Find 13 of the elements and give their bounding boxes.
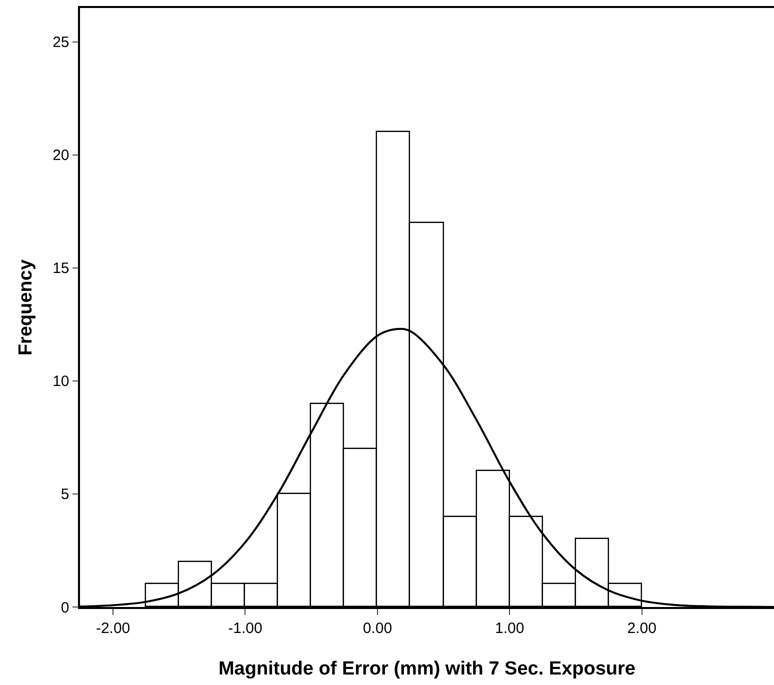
y-tick-label: 0	[60, 599, 70, 616]
x-axis-title: Magnitude of Error (mm) with 7 Sec. Exposure	[218, 658, 636, 680]
x-tick-label: 1.00	[495, 620, 524, 637]
x-tick-label: 0.00	[362, 620, 392, 637]
y-axis-title: Frequency	[16, 259, 36, 356]
y-tick-label: 10	[52, 373, 70, 390]
y-tick-label: 5	[60, 486, 70, 504]
x-tick-label: -1.00	[228, 620, 262, 637]
y-tick-label: 20	[52, 147, 70, 164]
y-tick-label: 25	[52, 34, 70, 52]
y-tick-label: 15	[52, 260, 70, 278]
x-tick-label: -2.00	[96, 620, 130, 637]
x-tick-label: 2.00	[627, 620, 656, 637]
